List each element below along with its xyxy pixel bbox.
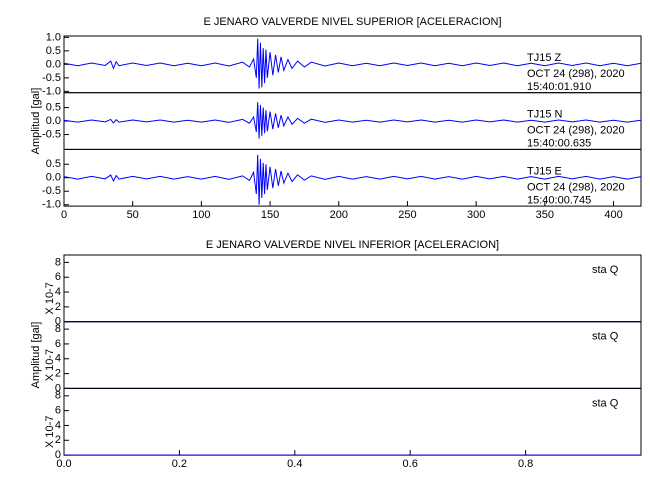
y-tick-label: -1.0: [42, 85, 61, 97]
trace-annotation: TJ15 N: [527, 109, 563, 121]
y-tick-label: 0: [55, 382, 61, 394]
y-tick-label: 4: [55, 419, 61, 431]
y-tick-label: 6: [55, 405, 61, 417]
y-tick-label: 4: [55, 353, 61, 365]
y-tick-label: 2: [55, 367, 61, 379]
waveform: [63, 38, 642, 89]
y-tick-label: 0.0: [46, 115, 61, 127]
y-tick-label: 0.5: [46, 101, 61, 113]
panel-frame: [63, 387, 642, 456]
x-tick-label: 250: [398, 209, 416, 221]
y-axis-label: Amplitud [gal]: [30, 322, 42, 389]
x-tick-label: 400: [604, 209, 622, 221]
x-tick-label: 50: [127, 209, 139, 221]
chart-title: E JENARO VALVERDE NIVEL INFERIOR [ACELER…: [206, 239, 499, 251]
chart-title: E JENARO VALVERDE NIVEL SUPERIOR [ACELER…: [203, 16, 501, 28]
y-tick-label: 0: [55, 316, 61, 328]
panel-frame: [63, 321, 642, 389]
y-tick-label: 6: [55, 271, 61, 283]
y-unit-label: X 10-7: [44, 282, 56, 314]
trace-annotation: OCT 24 (298), 2020: [527, 68, 625, 80]
trace-annotation: TJ15 E: [527, 165, 562, 177]
x-tick-label: 350: [536, 209, 554, 221]
trace-annotation: sta Q: [592, 397, 619, 409]
y-tick-label: 8: [55, 390, 61, 402]
trace-annotation: OCT 24 (298), 2020: [527, 125, 625, 137]
y-axis-label: Amplitud [gal]: [30, 88, 42, 155]
trace-annotation: OCT 24 (298), 2020: [527, 181, 625, 193]
x-tick-label: 0.2: [172, 458, 187, 470]
x-tick-label: 0.8: [518, 458, 533, 470]
x-tick-label: 150: [261, 209, 279, 221]
y-unit-label: X 10-7: [44, 416, 56, 448]
x-tick-label: 0: [61, 209, 67, 221]
y-tick-label: 0: [55, 449, 61, 461]
y-tick-label: 8: [55, 256, 61, 268]
y-unit-label: X 10-7: [44, 349, 56, 381]
x-tick-label: 0.0: [56, 458, 71, 470]
waveform: [63, 102, 642, 139]
trace-annotation: sta Q: [592, 264, 619, 276]
y-tick-label: 0.5: [46, 45, 61, 57]
x-tick-label: 300: [467, 209, 485, 221]
x-tick-label: 0.6: [403, 458, 418, 470]
x-tick-label: 200: [330, 209, 348, 221]
y-tick-label: 0.0: [46, 172, 61, 184]
y-tick-label: 2: [55, 301, 61, 313]
y-tick-label: 1.0: [46, 31, 61, 43]
trace-annotation: sta Q: [592, 331, 619, 343]
panel-frame: [63, 254, 642, 323]
y-tick-label: -0.5: [42, 72, 61, 84]
y-tick-label: 6: [55, 338, 61, 350]
x-tick-label: 100: [192, 209, 210, 221]
y-tick-label: -1.0: [42, 199, 61, 211]
trace-annotation: 15:40:00.635: [527, 138, 591, 150]
waveform: [63, 154, 642, 205]
trace-annotation: 15:40:01.910: [527, 81, 591, 93]
trace-annotation: TJ15 Z: [527, 52, 562, 64]
y-tick-label: 4: [55, 286, 61, 298]
trace-annotation: 15:40:00.745: [527, 194, 591, 206]
y-tick-label: 2: [55, 434, 61, 446]
y-tick-label: 0.0: [46, 58, 61, 70]
y-tick-label: -0.5: [42, 185, 61, 197]
y-tick-label: -0.5: [42, 128, 61, 140]
y-tick-label: 8: [55, 323, 61, 335]
y-tick-label: 0.5: [46, 158, 61, 170]
x-tick-label: 0.4: [287, 458, 302, 470]
